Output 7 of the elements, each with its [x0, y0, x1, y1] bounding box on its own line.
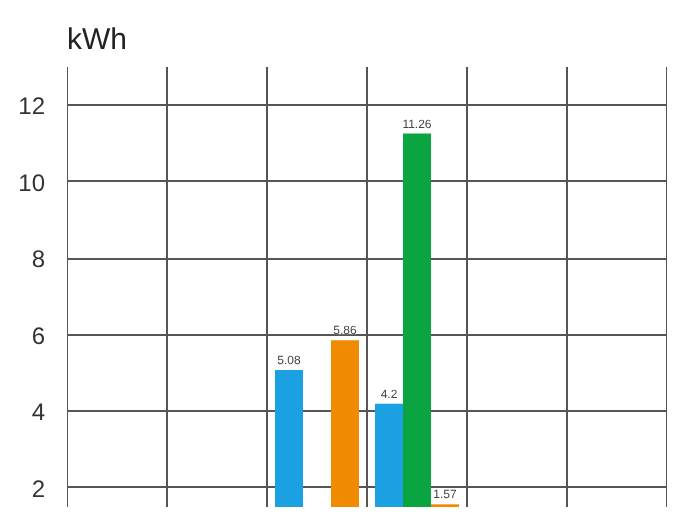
y-tick-label: 12 [18, 92, 46, 121]
y-tick-label: 10 [18, 168, 46, 197]
y-tick-label: 2 [31, 474, 46, 503]
y-tick-label: 8 [31, 245, 46, 274]
y-axis-title: kWh [67, 23, 127, 57]
y-tick-label: 6 [31, 321, 46, 350]
y-tick-label: 4 [31, 398, 46, 427]
